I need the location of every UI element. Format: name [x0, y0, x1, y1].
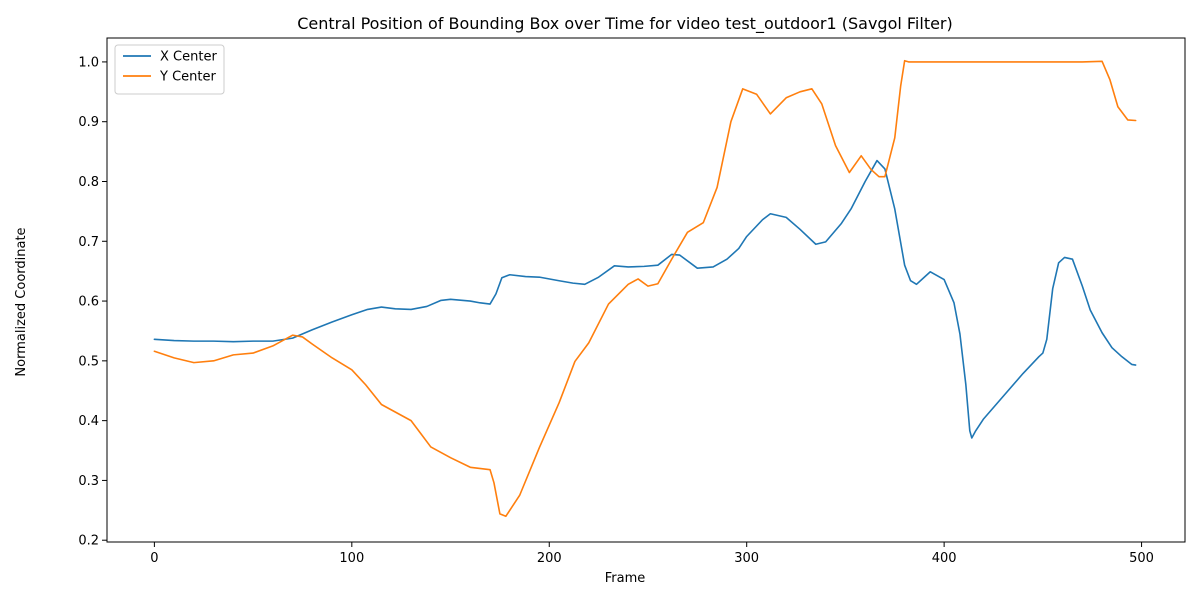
- legend-label: Y Center: [159, 70, 216, 85]
- x-tick-label: 500: [1129, 551, 1154, 566]
- y-tick-label: 0.2: [78, 534, 99, 549]
- y-tick-label: 0.7: [78, 235, 99, 250]
- x-tick-label: 100: [339, 551, 364, 566]
- y-tick-label: 0.4: [78, 414, 99, 429]
- legend: X Center Y Center: [114, 44, 225, 95]
- x-axis-label: Frame: [605, 571, 646, 586]
- series-line-y-center: [153, 59, 1137, 518]
- x-tick-label: 400: [932, 551, 957, 566]
- y-tick-label: 0.6: [78, 295, 99, 310]
- plot-frame: [106, 37, 1186, 543]
- series-line-x-center: [153, 159, 1137, 439]
- y-tick-label: 0.9: [78, 115, 99, 130]
- y-tick-label: 1.0: [78, 55, 99, 70]
- y-axis-label: Normalized Coordinate: [14, 227, 29, 376]
- x-tick-label: 0: [150, 551, 158, 566]
- legend-label: X Center: [160, 50, 217, 65]
- plot-area: [106, 37, 1186, 543]
- chart-title: Central Position of Bounding Box over Ti…: [297, 14, 953, 34]
- y-tick-label: 0.5: [78, 354, 99, 369]
- y-tick-label: 0.8: [78, 175, 99, 190]
- y-axis: 0.2 0.3 0.4 0.5 0.6 0.7 0.8 0.9 1.0: [78, 55, 107, 549]
- x-tick-label: 200: [537, 551, 562, 566]
- x-tick-label: 300: [734, 551, 759, 566]
- x-axis: 0 100 200 300 400 500: [150, 542, 1154, 566]
- y-tick-label: 0.3: [78, 474, 99, 489]
- legend-box: [114, 44, 225, 95]
